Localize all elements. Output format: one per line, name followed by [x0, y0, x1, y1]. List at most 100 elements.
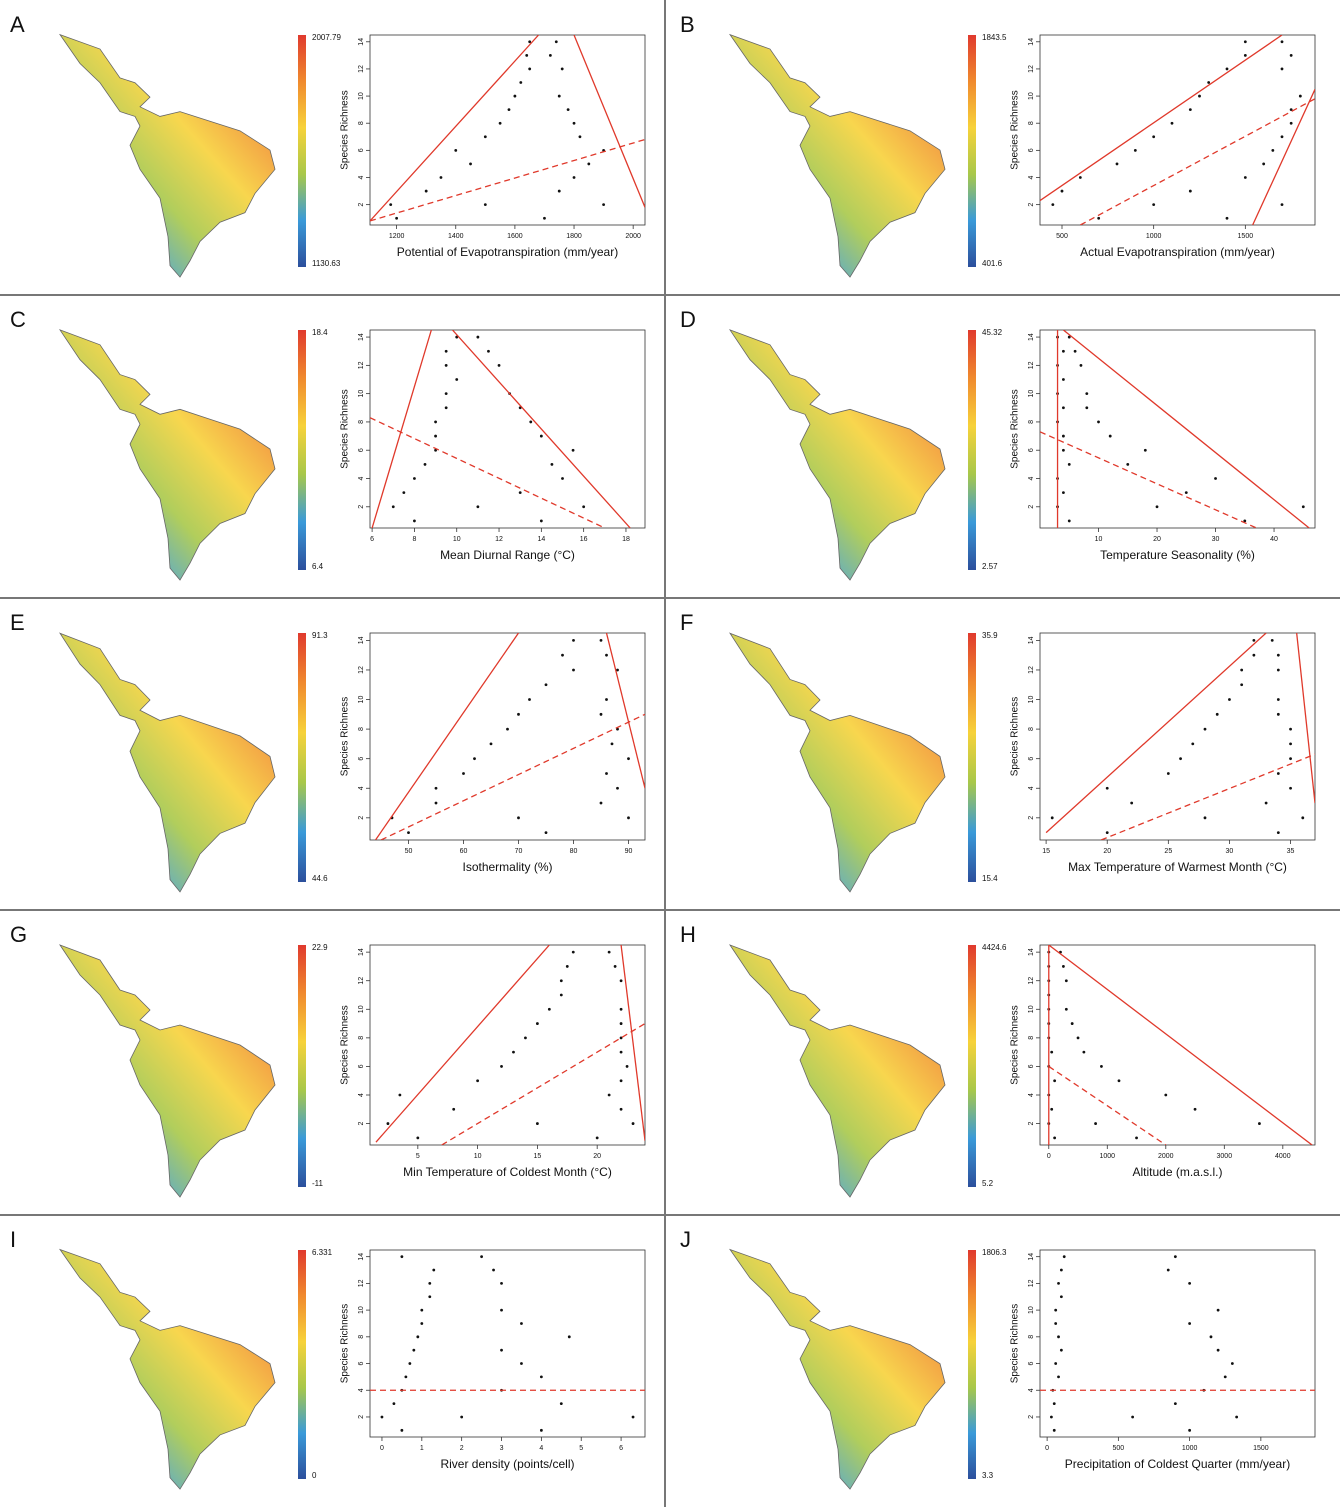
point: [1144, 449, 1147, 452]
y-tick-label: 10: [1028, 390, 1035, 398]
point: [476, 336, 479, 339]
point: [1068, 520, 1071, 523]
x-axis-label: Potential of Evapotranspiration (mm/year…: [397, 245, 618, 259]
y-tick-label: 12: [1028, 666, 1035, 674]
colorbar: [968, 945, 976, 1187]
panel-label: G: [10, 922, 27, 947]
y-tick-label: 8: [1028, 420, 1035, 424]
point: [1226, 68, 1229, 71]
point: [1097, 217, 1100, 220]
x-axis-label: Mean Diurnal Range (°C): [440, 548, 575, 562]
x-axis-label: Max Temperature of Warmest Month (°C): [1068, 860, 1287, 874]
point: [1080, 364, 1083, 367]
panel-label: J: [680, 1227, 691, 1252]
point: [420, 1322, 423, 1325]
point: [500, 1282, 503, 1285]
fit-line: [1063, 330, 1309, 528]
point: [413, 477, 416, 480]
y-tick-label: 14: [1028, 948, 1035, 956]
point: [1057, 1335, 1060, 1338]
point: [404, 1375, 407, 1378]
x-tick-label: 70: [515, 848, 523, 855]
panel: H4424.65.2010002000300040002468101214Alt…: [680, 922, 1315, 1197]
map: [60, 35, 275, 277]
panel: B1843.5401.6500100015002468101214Actual …: [680, 12, 1315, 277]
point: [517, 816, 520, 819]
y-tick-label: 4: [1028, 1388, 1035, 1392]
y-tick-label: 12: [1028, 361, 1035, 369]
fit-line: [381, 714, 645, 840]
x-tick-label: 1000: [1099, 1153, 1115, 1160]
point: [566, 965, 569, 968]
y-axis-label: Species Richness: [1010, 697, 1021, 776]
y-axis-label: Species Richness: [1010, 389, 1021, 468]
y-tick-label: 14: [358, 948, 365, 956]
fit-line: [621, 945, 645, 1141]
point: [600, 713, 603, 716]
point: [573, 122, 576, 125]
map-fill: [60, 35, 275, 277]
map: [730, 633, 945, 892]
point: [1277, 669, 1280, 672]
point: [632, 1416, 635, 1419]
point: [620, 1079, 623, 1082]
colorbar-max: 4424.6: [982, 943, 1007, 952]
point: [393, 1402, 396, 1405]
colorbar-min: 44.6: [312, 874, 328, 883]
x-tick-label: 6: [619, 1445, 623, 1452]
point: [1216, 713, 1219, 716]
fit-line: [442, 1024, 645, 1145]
point: [1060, 1295, 1063, 1298]
y-tick-label: 2: [358, 816, 365, 820]
point: [1057, 1282, 1060, 1285]
point: [1051, 203, 1054, 206]
point: [1164, 1094, 1167, 1097]
point: [620, 1051, 623, 1054]
point: [1289, 757, 1292, 760]
point: [1118, 1079, 1121, 1082]
x-tick-label: 50: [405, 848, 413, 855]
panel-label: D: [680, 307, 696, 332]
point: [1050, 1108, 1053, 1111]
fit-line: [1253, 89, 1315, 225]
y-axis-label: Species Richness: [340, 389, 351, 468]
panel-label: H: [680, 922, 696, 947]
y-tick-label: 8: [358, 1036, 365, 1040]
x-axis-label: River density (points/cell): [440, 1457, 574, 1471]
y-tick-label: 6: [1028, 148, 1035, 152]
fit-line: [1101, 754, 1315, 840]
map: [60, 1250, 275, 1490]
point: [1060, 1349, 1063, 1352]
point: [460, 1416, 463, 1419]
point: [519, 491, 522, 494]
colorbar-max: 6.331: [312, 1248, 333, 1257]
fit-line: [453, 330, 631, 528]
point: [1082, 1051, 1085, 1054]
map-fill: [60, 330, 275, 580]
y-axis-label: Species Richness: [340, 90, 351, 169]
colorbar: [298, 945, 306, 1187]
x-tick-label: 16: [580, 536, 588, 543]
x-tick-label: 20: [593, 1153, 601, 1160]
point: [1152, 203, 1155, 206]
point: [1258, 1122, 1261, 1125]
point: [476, 1079, 479, 1082]
y-tick-label: 14: [1028, 636, 1035, 644]
fit-line: [1046, 633, 1266, 833]
colorbar: [968, 35, 976, 267]
x-axis-label: Isothermality (%): [462, 860, 552, 874]
panel-label: B: [680, 12, 695, 37]
point: [476, 505, 479, 508]
x-tick-label: 2: [460, 1445, 464, 1452]
fit-line: [1049, 945, 1312, 1145]
y-tick-label: 14: [358, 333, 365, 341]
point: [1085, 392, 1088, 395]
point: [1277, 831, 1280, 834]
point: [416, 1335, 419, 1338]
y-axis-label: Species Richness: [340, 1304, 351, 1383]
point: [1062, 435, 1065, 438]
colorbar-max: 45.32: [982, 328, 1003, 337]
plot-frame: [1040, 35, 1315, 225]
point: [1074, 350, 1077, 353]
